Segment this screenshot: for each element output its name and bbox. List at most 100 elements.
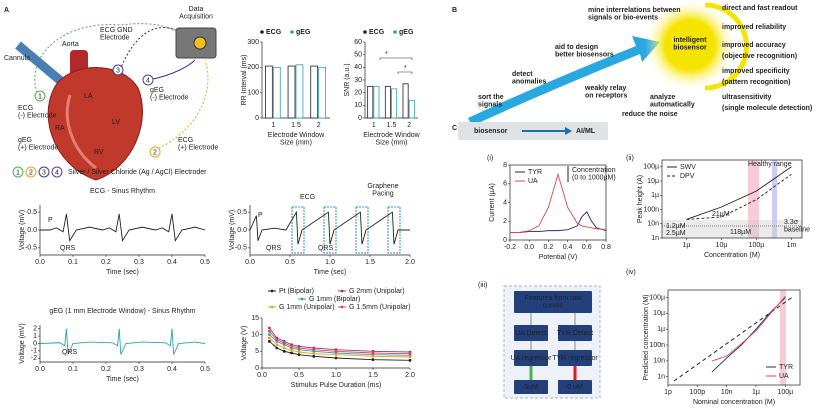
text-line: automatically: [650, 102, 695, 109]
line-series: [686, 173, 792, 220]
flow-node: [558, 380, 592, 394]
x-tick-label: 0.0: [35, 259, 45, 266]
heart-label: Cannula: [4, 55, 30, 62]
point: [268, 326, 271, 330]
x-axis-label: Concentration (M): [704, 252, 760, 259]
line-series: [686, 166, 792, 220]
x-tick-label: 10n: [721, 389, 733, 396]
y-tick-label: -0.5: [25, 245, 37, 252]
legend-number: 3: [42, 169, 46, 176]
point: [268, 329, 271, 333]
x-tick-label: 0.1: [68, 366, 78, 373]
legend-marker: [260, 30, 264, 34]
y-tick-label: 30: [354, 77, 362, 84]
bracket: [397, 71, 413, 74]
electrode-number: 4: [146, 77, 150, 84]
y-tick-label: 2: [33, 326, 37, 333]
x-axis-label: Time (sec): [314, 269, 347, 276]
y-tick-label: 8: [503, 162, 507, 169]
chart-title: gEG (1 mm Electrode Window) - Sinus Rhyt…: [49, 308, 195, 315]
annotation: 1.2µM: [666, 223, 686, 230]
x-axis-label: Stimulus Pulse Duration (ms): [291, 382, 382, 389]
benefit-label: (pattern recognition): [722, 79, 790, 86]
benefit-label: improved accuracy: [722, 42, 786, 49]
legend-label: G 1.5mm (Unipolar): [349, 304, 410, 311]
x-tick-label: 1.5: [368, 372, 378, 379]
node-label: TYR regressor: [552, 355, 598, 362]
y-tick-label: 1µ: [657, 326, 665, 333]
y-tick-label: -1: [31, 348, 37, 355]
glow: [645, 0, 735, 90]
text-line: (+) Electrode: [178, 145, 218, 152]
x-tick-label: 0.3: [134, 366, 144, 373]
heart-label: LV: [112, 119, 120, 126]
bar: [264, 65, 273, 119]
point: [282, 346, 286, 350]
point: [334, 356, 338, 360]
y-tick-label: 0.0: [27, 227, 37, 234]
step-label: weakly relay on receptors: [584, 85, 628, 100]
legend-marker: [25, 166, 37, 178]
x-tick-label: 100µ: [777, 389, 793, 396]
cannula: [15, 41, 65, 86]
y-tick-label: 100n: [643, 206, 659, 213]
y-tick-label: 10: [251, 332, 259, 339]
legend-label: UA: [779, 373, 789, 380]
text-line: Features from raw: [525, 295, 583, 302]
legend-label: SWV: [680, 164, 696, 171]
pacing-box: [323, 206, 337, 254]
point: [275, 338, 279, 342]
y-axis-label: Voltage (V): [241, 326, 248, 361]
step-label: analyze automatically: [650, 94, 695, 109]
panel-label: (ii): [626, 155, 634, 162]
text-line: Electrode: [100, 35, 130, 42]
x-axis-label: Electrode Window Size (mm): [363, 132, 420, 147]
electrode-number: 1: [38, 93, 42, 100]
legend-marker: [12, 166, 24, 178]
y-tick-label: 0: [503, 237, 507, 244]
panel-label: (iv): [626, 269, 636, 276]
legend-marker: [393, 30, 397, 34]
node-label: UA regressor: [511, 355, 553, 362]
text-line: Size (mm): [376, 140, 408, 147]
step-label: detect anomalies: [512, 71, 546, 86]
y-tick-label: 0: [255, 115, 259, 122]
y-tick-label: 100µ: [649, 294, 665, 301]
y-tick-label: 60: [354, 39, 362, 46]
x-tick-label: 0.5: [200, 259, 210, 266]
y-tick-label: 10n: [647, 221, 659, 228]
point: [408, 352, 412, 356]
annotation: QRS: [318, 245, 334, 252]
text-line: Acquisition: [179, 14, 213, 21]
text-line: aid to design: [555, 44, 598, 51]
pacing-box: [355, 206, 369, 254]
y-tick-label: 0: [33, 340, 37, 347]
x-tick-label: 2: [317, 122, 321, 129]
text-line: analyze: [650, 94, 675, 101]
annotation: P: [48, 217, 53, 224]
x-tick-label: 1.5: [365, 259, 375, 266]
electrode-marker: [34, 90, 46, 102]
legend-label: G 1mm (Unipolar): [279, 304, 335, 311]
annotation: QRS: [60, 245, 76, 252]
point: [290, 348, 293, 352]
text-line: Electrode Window: [363, 132, 420, 139]
y-axis-label: RR Interval (ms): [241, 55, 248, 106]
x-tick-label: 1m: [787, 242, 797, 249]
legend-marker: [340, 289, 344, 293]
x-tick-label: 0.6: [582, 244, 592, 251]
point: [297, 353, 301, 357]
point: [275, 346, 279, 350]
x-tick-label: 1µ: [752, 389, 760, 396]
point: [312, 348, 316, 352]
to-label: AI/ML: [576, 128, 596, 135]
text-line: (-) Electrode: [150, 95, 189, 102]
point: [312, 352, 316, 356]
legend-marker: [290, 30, 294, 34]
electrode-marker: [142, 74, 154, 86]
x-tick-label: 1µ: [682, 242, 690, 249]
bar: [367, 85, 374, 119]
x-tick-label: 0.8: [601, 244, 611, 251]
y-axis-label: Voltage (mV): [19, 210, 26, 250]
line-series: [510, 211, 607, 233]
